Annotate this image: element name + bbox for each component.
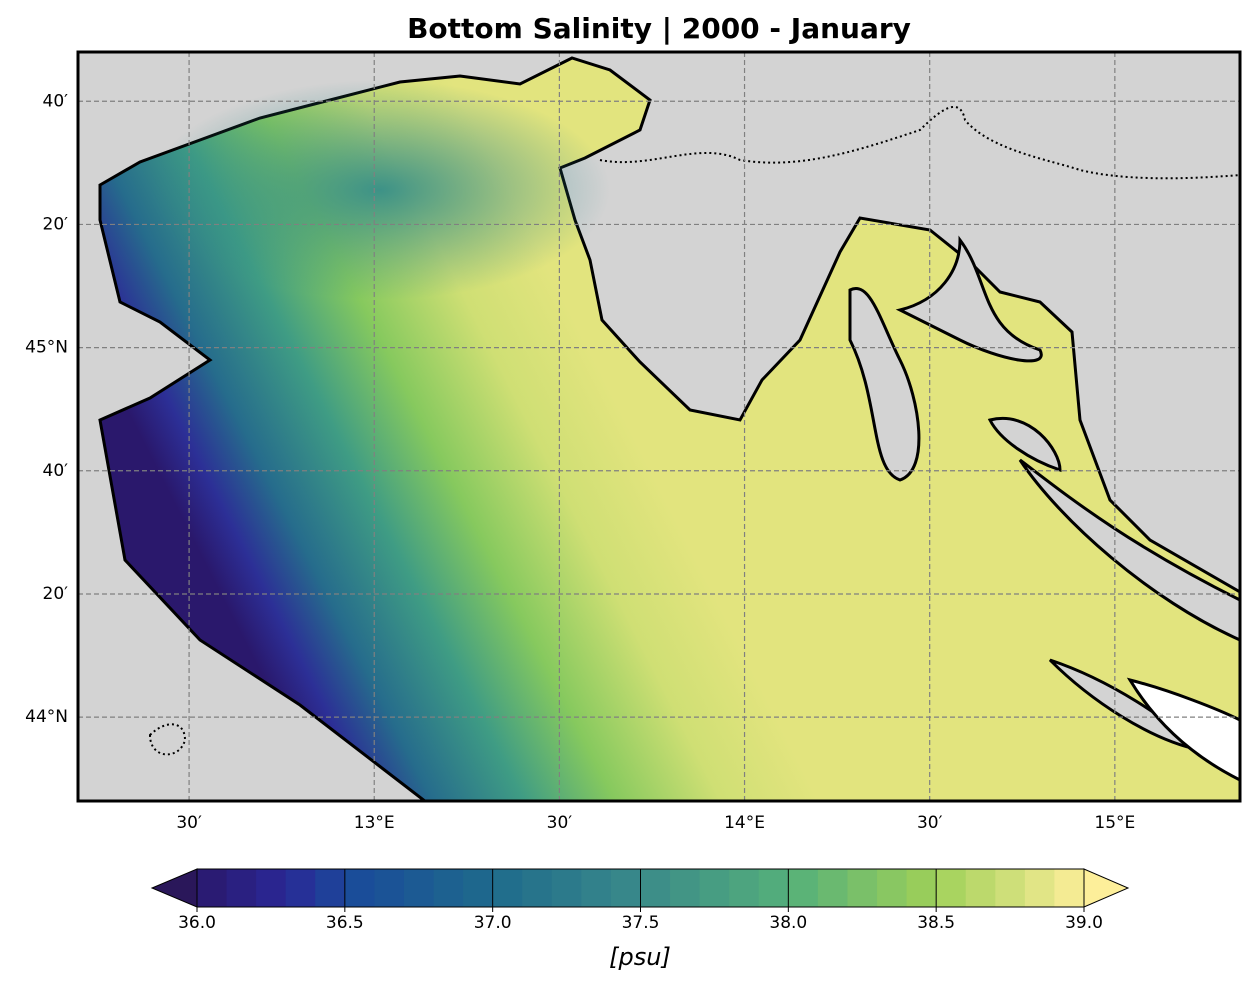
island: [987, 416, 1062, 473]
colorbar-segment: [374, 869, 405, 907]
colorbar-tick-label: 37.5: [622, 913, 660, 933]
colorbar-segment: [1024, 869, 1055, 907]
colorbar-segment: [640, 869, 671, 907]
colorbar-segment: [256, 869, 287, 907]
colorbar-segment: [522, 869, 553, 907]
colorbar: 36.0 36.5 37.0 37.5 38.0 38.5 39.0: [150, 868, 1130, 933]
lon-tick-label: 13°E: [354, 813, 395, 833]
colorbar-segment: [551, 869, 582, 907]
title: Bottom Salinity | 2000 - January: [407, 12, 911, 45]
island: [1018, 458, 1240, 642]
colorbar-segment: [758, 869, 789, 907]
colorbar-segment: [936, 869, 967, 907]
colorbar-segment: [433, 869, 464, 907]
lon-tick-label: 15°E: [1094, 813, 1135, 833]
colorbar-segment: [877, 869, 908, 907]
colorbar-segment: [463, 869, 494, 907]
colorbar-tick-label: 36.5: [326, 913, 364, 933]
map-frame: [76, 50, 1242, 803]
colorbar-segment: [729, 869, 760, 907]
colorbar-segment: [315, 869, 346, 907]
lon-tick-label: 30′: [917, 813, 943, 833]
colorbar-segment: [699, 869, 730, 907]
colorbar-segment: [847, 869, 878, 907]
colorbar-tick-label: 36.0: [178, 913, 216, 933]
lon-tick-label: 14°E: [724, 813, 765, 833]
colorbar-segment: [285, 869, 316, 907]
colorbar-segment: [1054, 869, 1085, 907]
colorbar-segment: [670, 869, 701, 907]
colorbar-segment: [965, 869, 996, 907]
colorbar-segment: [610, 869, 641, 907]
colorbar-segment: [344, 869, 375, 907]
lat-tick-label: 20′: [43, 214, 69, 234]
lat-tick-label: 44°N: [25, 707, 68, 727]
lat-tick-label: 40′: [43, 91, 69, 111]
border: [599, 106, 1240, 180]
island: [895, 235, 1043, 363]
colorbar-extend-low: [150, 868, 198, 908]
colorbar-tick-label: 38.0: [769, 913, 807, 933]
colorbar-segment: [226, 869, 257, 907]
colorbar-tick-label: 37.0: [474, 913, 512, 933]
colorbar-segment: [995, 869, 1026, 907]
colorbar-label: [psu]: [609, 943, 671, 971]
island: [848, 286, 921, 482]
colorbar-segment: [581, 869, 612, 907]
colorbar-segment: [492, 869, 523, 907]
colorbar-segment: [197, 869, 228, 907]
lon-tick-label: 30′: [176, 813, 202, 833]
colorbar-segment: [403, 869, 435, 907]
colorbar-segment: [788, 869, 819, 907]
graticule: 30′ 13°E 30′ 14°E 30′ 15°E 40′ 20′ 45°N 40′ 20′ 44°…: [25, 52, 1240, 833]
colorbar-tick-label: 38.5: [917, 913, 955, 933]
sea-shade: [150, 80, 610, 300]
lon-tick-label: 30′: [547, 813, 573, 833]
colorbar-segment: [906, 869, 937, 907]
map: [78, 52, 1240, 801]
colorbar-extend-high: [1083, 868, 1130, 908]
lat-tick-label: 20′: [43, 584, 69, 604]
lat-tick-label: 40′: [43, 461, 69, 481]
colorbar-tick-label: 39.0: [1065, 913, 1103, 933]
lat-tick-label: 45°N: [25, 338, 68, 358]
colorbar-segment: [817, 869, 848, 907]
